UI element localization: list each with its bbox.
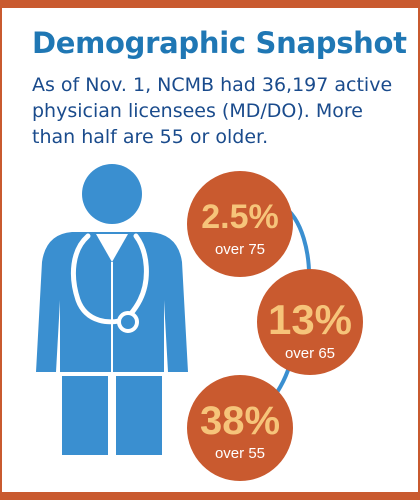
doctor-head bbox=[82, 164, 142, 224]
stat-circle bbox=[187, 375, 293, 481]
stethoscope-bell bbox=[117, 311, 139, 333]
stat-circle bbox=[257, 269, 363, 375]
stat-label: over 65 bbox=[285, 345, 335, 362]
page-title: Demographic Snapshot bbox=[32, 26, 407, 60]
stat-over-75: 2.5% over 75 bbox=[187, 171, 293, 277]
stat-over-55: 38% over 55 bbox=[187, 375, 293, 481]
doctor-with-stethoscope-icon bbox=[36, 164, 188, 455]
doctor-legs bbox=[62, 376, 162, 455]
doctor-collar bbox=[96, 234, 128, 262]
stethoscope bbox=[70, 233, 131, 325]
stat-label: over 75 bbox=[215, 241, 265, 258]
stat-percent: 13% bbox=[268, 296, 352, 343]
stat-label: over 55 bbox=[215, 445, 265, 462]
stat-circle bbox=[187, 171, 293, 277]
stat-over-65: 13% over 65 bbox=[257, 269, 363, 375]
page-subtitle: As of Nov. 1, NCMB had 36,197 active phy… bbox=[32, 74, 393, 148]
stat-percent: 38% bbox=[200, 399, 280, 443]
stat-percent: 2.5% bbox=[201, 198, 279, 236]
